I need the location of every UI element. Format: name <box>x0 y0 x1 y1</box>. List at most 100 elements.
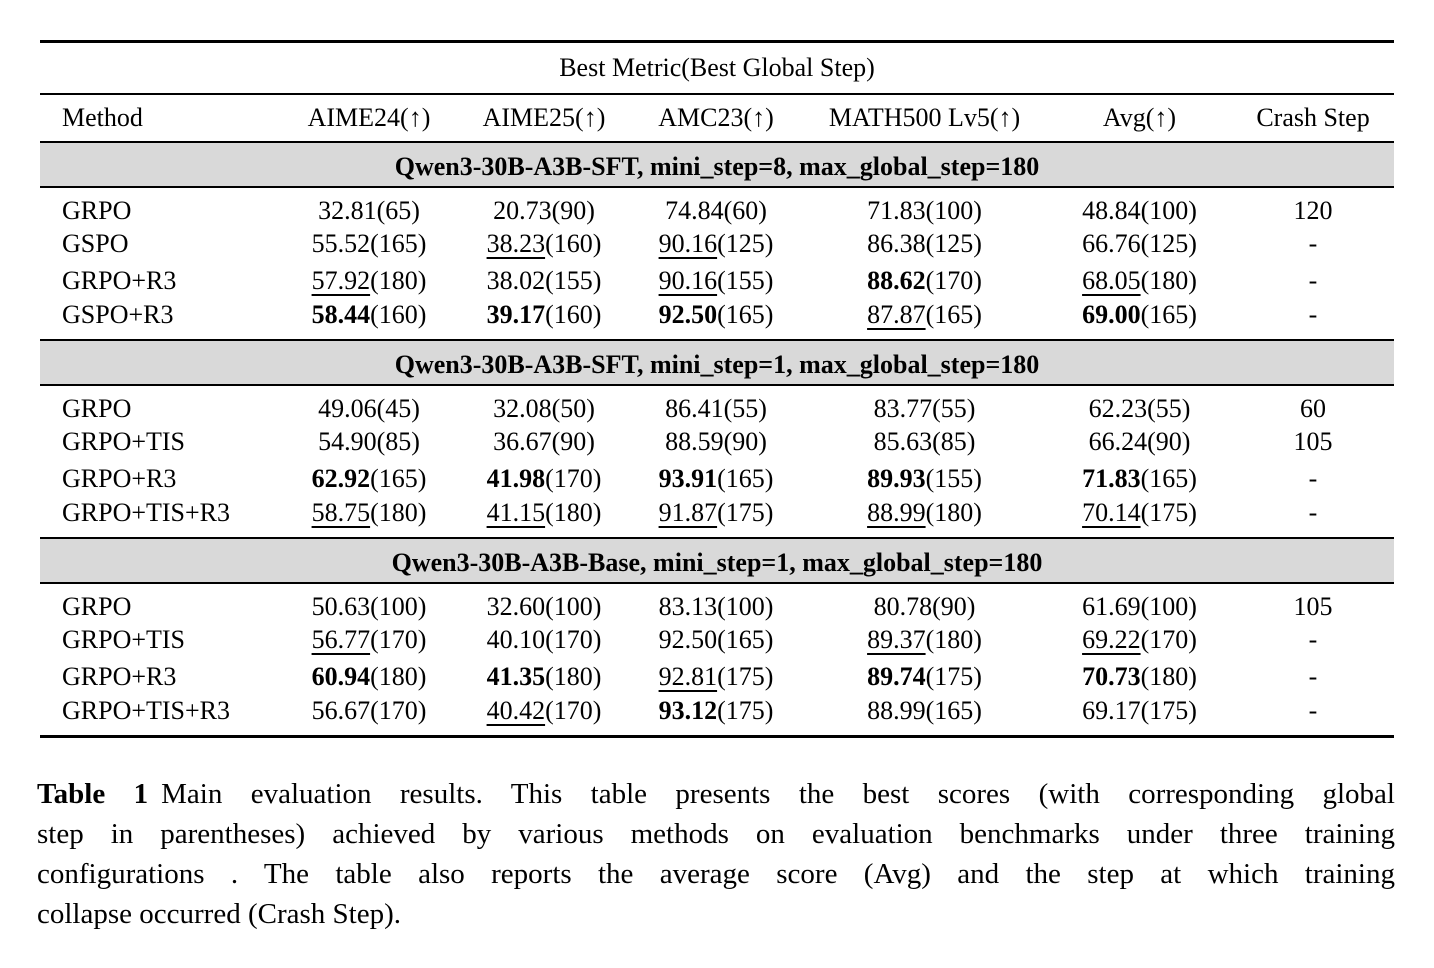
score-cell: 32.60(100) <box>458 583 630 622</box>
score-value: 92.50 <box>658 625 718 654</box>
score-cell: 93.12(175) <box>630 696 802 737</box>
score-value: 74.84 <box>665 195 724 225</box>
method-cell: GRPO+R3 <box>62 464 177 493</box>
score-value: 88.62 <box>867 266 926 295</box>
table-row: GRPO 49.06(45) 32.08(50) 86.41(55) 83.77(55)… <box>40 385 1394 424</box>
score-step: (180) <box>545 497 602 527</box>
section-header-row: Qwen3-30B-A3B-SFT, mini_step=8, max_glob… <box>40 140 1395 188</box>
score-step: (90) <box>932 591 976 621</box>
column-header-avg: Avg(↑) <box>1047 93 1232 143</box>
score-value: 92.81 <box>658 662 718 691</box>
score-cell: 71.83(165) <box>1047 461 1232 498</box>
method-cell: GRPO+TIS <box>62 427 186 456</box>
column-header-math500: MATH500 Lv5(↑) <box>802 93 1047 143</box>
column-header-amc23: AMC23(↑) <box>630 93 802 143</box>
score-step: (170) <box>1140 625 1197 654</box>
score-cell: 41.98(170) <box>458 461 630 498</box>
score-cell: 40.42(170) <box>458 696 630 737</box>
score-cell: 20.73(90) <box>458 187 630 226</box>
score-step: (165) <box>717 299 774 329</box>
crash-step-cell: 105 <box>1293 427 1333 456</box>
score-value: 88.99 <box>867 695 926 725</box>
score-step: (175) <box>717 497 774 527</box>
score-cell: 49.06(45) <box>280 385 458 424</box>
method-cell: GRPO+R3 <box>62 662 177 691</box>
table-row: GRPO+TIS+R3 58.75(180) 41.15(180) 91.87(175… <box>40 498 1394 538</box>
score-step: (155) <box>717 266 774 295</box>
score-value: 68.05 <box>1082 266 1141 295</box>
score-value: 62.92 <box>311 464 371 493</box>
score-cell: 69.00(165) <box>1047 300 1232 340</box>
method-cell: GRPO+TIS+R3 <box>62 497 231 527</box>
score-cell: 39.17(160) <box>458 300 630 340</box>
score-step: (165) <box>717 625 774 654</box>
table-row: GRPO+TIS 56.77(170) 40.10(170) 92.50(165) 89… <box>40 622 1394 659</box>
score-step: (175) <box>717 662 774 691</box>
crash-step-cell: 120 <box>1293 195 1333 225</box>
column-header-method: Method <box>40 93 280 143</box>
score-step: (125) <box>925 229 982 258</box>
score-value: 56.67 <box>311 695 371 725</box>
section-header-row: Qwen3-30B-A3B-Base, mini_step=1, max_glo… <box>40 536 1395 584</box>
results-table: Best Metric(Best Global Step) Method AIM… <box>40 40 1395 738</box>
score-value: 32.08 <box>493 393 552 423</box>
score-step: (100) <box>1140 591 1197 621</box>
column-header-aime25: AIME25(↑) <box>458 93 630 143</box>
score-value: 71.83 <box>867 195 926 225</box>
crash-step-cell: - <box>1308 497 1318 527</box>
score-cell: 83.77(55) <box>802 385 1047 424</box>
score-step: (55) <box>1147 393 1191 423</box>
score-step: (170) <box>545 464 602 493</box>
section-header: Qwen3-30B-A3B-SFT, mini_step=8, max_glob… <box>40 140 1395 188</box>
score-cell: 91.87(175) <box>630 498 802 538</box>
score-cell: 89.37(180) <box>802 622 1047 659</box>
score-step: (175) <box>1140 497 1197 527</box>
score-cell: 69.17(175) <box>1047 696 1232 737</box>
method-cell: GRPO+TIS+R3 <box>62 695 231 725</box>
score-cell: 38.23(160) <box>458 226 630 263</box>
score-step: (180) <box>370 266 427 295</box>
score-cell: 57.92(180) <box>280 263 458 300</box>
score-value: 85.63 <box>873 427 933 456</box>
score-value: 69.17 <box>1082 695 1141 725</box>
score-cell: 92.81(175) <box>630 659 802 696</box>
score-step: (45) <box>376 393 420 423</box>
score-value: 56.77 <box>311 625 371 654</box>
score-cell: 88.99(180) <box>802 498 1047 538</box>
score-step: (55) <box>932 393 976 423</box>
crash-step-cell: 105 <box>1293 591 1333 621</box>
score-value: 48.84 <box>1082 195 1141 225</box>
crash-step-cell: - <box>1308 299 1318 329</box>
caption-line: configurations . The table also reports … <box>37 857 1395 890</box>
score-step: (180) <box>370 497 427 527</box>
section-header-row: Qwen3-30B-A3B-SFT, mini_step=1, max_glob… <box>40 338 1395 386</box>
score-step: (85) <box>376 427 420 456</box>
score-cell: 83.13(100) <box>630 583 802 622</box>
score-value: 70.73 <box>1082 662 1141 691</box>
score-value: 86.38 <box>867 229 926 258</box>
score-cell: 88.99(165) <box>802 696 1047 737</box>
score-step: (180) <box>370 662 427 691</box>
score-value: 60.94 <box>311 662 371 691</box>
score-cell: 50.63(100) <box>280 583 458 622</box>
score-step: (100) <box>1140 195 1197 225</box>
crash-step-cell: - <box>1308 695 1318 725</box>
score-value: 39.17 <box>486 299 546 329</box>
score-step: (175) <box>717 695 774 725</box>
table-row: GSPO 55.52(165) 38.23(160) 90.16(125) 86.38(… <box>40 226 1394 263</box>
score-cell: 48.84(100) <box>1047 187 1232 226</box>
score-cell: 60.94(180) <box>280 659 458 696</box>
score-cell: 61.69(100) <box>1047 583 1232 622</box>
score-value: 40.42 <box>486 695 546 725</box>
score-value: 70.14 <box>1082 497 1141 527</box>
score-value: 41.98 <box>486 464 546 493</box>
score-cell: 40.10(170) <box>458 622 630 659</box>
score-cell: 71.83(100) <box>802 187 1047 226</box>
table-row: GRPO 50.63(100) 32.60(100) 83.13(100) 80.78(… <box>40 583 1394 622</box>
score-step: (165) <box>925 695 982 725</box>
score-cell: 92.50(165) <box>630 622 802 659</box>
crash-step-cell: - <box>1308 266 1318 295</box>
table-caption: Table 1 Main evaluation results. This tab… <box>37 774 1395 934</box>
score-value: 54.90 <box>318 427 377 456</box>
score-cell: 93.91(165) <box>630 461 802 498</box>
